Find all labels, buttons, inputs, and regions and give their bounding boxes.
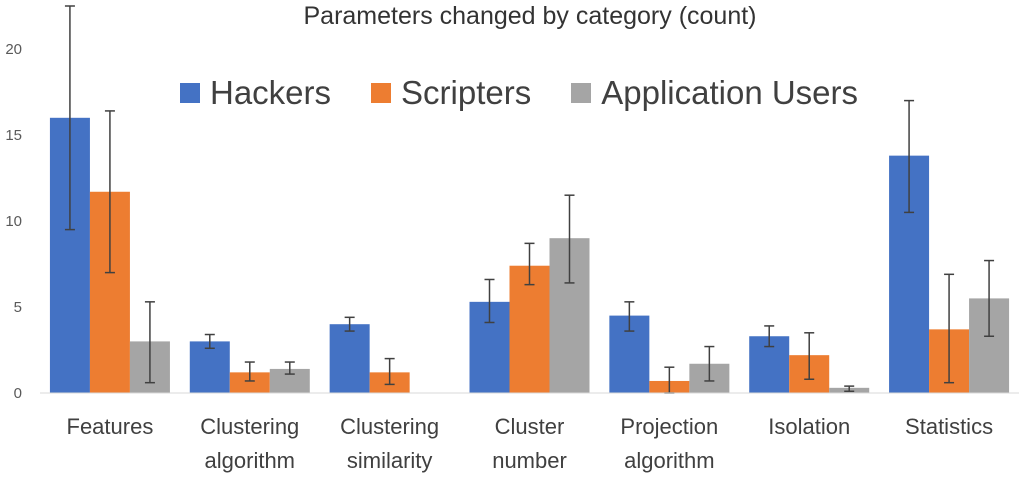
legend-swatch-hackers bbox=[180, 83, 200, 103]
legend-label-hackers: Hackers bbox=[210, 74, 332, 111]
y-tick-label: 0 bbox=[14, 385, 22, 402]
x-category-label: Features bbox=[67, 414, 154, 439]
x-category-label: Clustering algorithm bbox=[200, 414, 299, 473]
bar-scripters bbox=[229, 372, 270, 393]
bar-scripters bbox=[509, 265, 550, 393]
chart-title: Parameters changed by category (count) bbox=[303, 2, 757, 30]
legend-label-scripters: Scripters bbox=[401, 74, 532, 111]
bar-hackers bbox=[189, 341, 230, 393]
legend-swatch-scripters bbox=[371, 83, 392, 103]
y-tick-label: 10 bbox=[5, 213, 22, 230]
legend-swatch-application-users bbox=[571, 83, 592, 103]
bar-hackers bbox=[329, 324, 370, 393]
x-category-label: Projection algorithm bbox=[620, 414, 718, 473]
legend-item-scripters: Scripters bbox=[371, 74, 531, 112]
legend-item-hackers: Hackers bbox=[180, 74, 331, 112]
legend-item-application-users: Application Users bbox=[571, 74, 858, 112]
y-tick-label: 5 bbox=[14, 299, 22, 316]
y-tick-label: 15 bbox=[5, 127, 22, 144]
x-category-label: Statistics bbox=[905, 414, 993, 439]
legend: Hackers Scripters Application Users bbox=[180, 74, 898, 112]
x-category-label: Isolation bbox=[768, 414, 850, 439]
x-category-label: Clustering similarity bbox=[340, 414, 439, 473]
x-category-label: Cluster number bbox=[492, 414, 567, 473]
y-tick-label: 20 bbox=[5, 41, 22, 58]
legend-label-application-users: Application Users bbox=[601, 74, 859, 111]
